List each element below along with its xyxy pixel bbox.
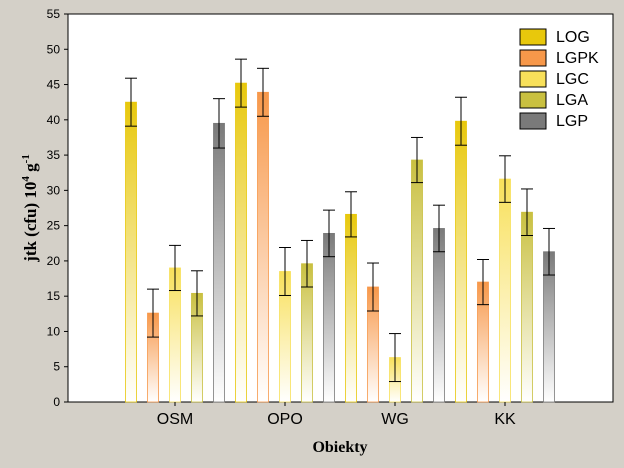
y-axis-title-base: jtk (cfu) 10 bbox=[21, 182, 40, 263]
legend-swatch-log bbox=[520, 29, 546, 45]
legend-label-lgc: LGC bbox=[556, 71, 589, 88]
legend-label-lgp: LGP bbox=[556, 113, 588, 130]
y-tick-label: 25 bbox=[47, 219, 61, 233]
x-axis-title: Obiekty bbox=[312, 439, 367, 456]
y-tick-label: 50 bbox=[47, 42, 61, 56]
y-tick-label: 0 bbox=[53, 395, 60, 409]
y-axis-title-exp2: -1 bbox=[20, 154, 32, 163]
x-axis: OSM OPO WG KK bbox=[157, 402, 516, 428]
x-tick-label-opo: OPO bbox=[267, 411, 303, 428]
y-tick-label: 45 bbox=[47, 78, 61, 92]
legend-label-log: LOG bbox=[556, 29, 590, 46]
bar-log-opo bbox=[236, 83, 247, 402]
y-tick-label: 55 bbox=[47, 7, 61, 21]
y-axis-title-mid: g bbox=[21, 163, 40, 176]
y-tick-label: 10 bbox=[47, 324, 61, 338]
bar-lga-wg bbox=[412, 160, 423, 402]
y-tick-label: 5 bbox=[53, 360, 60, 374]
y-tick-label: 20 bbox=[47, 254, 61, 268]
legend-label-lgpk: LGPK bbox=[556, 50, 599, 67]
y-tick-label: 35 bbox=[47, 148, 61, 162]
chart-figure: 0 5 10 15 20 25 30 35 40 45 50 55 OSM OPO WG KK jtk (c… bbox=[0, 0, 624, 468]
bar-lgp-opo bbox=[324, 233, 335, 402]
bar-lgp-wg bbox=[434, 228, 445, 402]
x-tick-label-osm: OSM bbox=[157, 411, 193, 428]
bar-lgc-kk bbox=[500, 179, 511, 402]
bar-log-kk bbox=[456, 121, 467, 402]
bar-log-wg bbox=[346, 214, 357, 402]
legend: LOG LGPK LGC LGA LGP bbox=[512, 22, 608, 136]
y-axis-title: jtk (cfu) 104 g-1 bbox=[20, 154, 40, 263]
legend-swatch-lgpk bbox=[520, 50, 546, 66]
y-tick-label: 40 bbox=[47, 113, 61, 127]
x-tick-label-kk: KK bbox=[494, 411, 516, 428]
y-tick-label: 15 bbox=[47, 289, 61, 303]
y-tick-label: 30 bbox=[47, 183, 61, 197]
legend-swatch-lgp bbox=[520, 113, 546, 129]
bar-lgp-osm bbox=[214, 123, 225, 402]
y-axis: 0 5 10 15 20 25 30 35 40 45 50 55 bbox=[47, 7, 68, 409]
bar-lga-kk bbox=[522, 212, 533, 402]
bar-log-osm bbox=[126, 102, 137, 402]
legend-swatch-lgc bbox=[520, 71, 546, 87]
x-tick-label-wg: WG bbox=[381, 411, 409, 428]
legend-swatch-lga bbox=[520, 92, 546, 108]
legend-label-lga: LGA bbox=[556, 92, 588, 109]
bar-lgpk-opo bbox=[258, 92, 269, 402]
bar-chart: 0 5 10 15 20 25 30 35 40 45 50 55 OSM OPO WG KK jtk (c… bbox=[0, 0, 624, 468]
